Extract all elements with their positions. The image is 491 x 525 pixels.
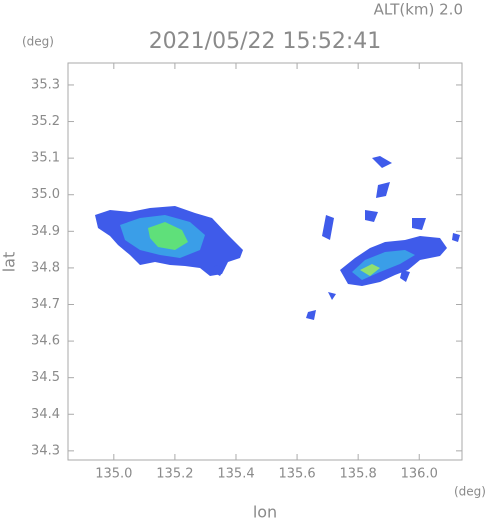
y-tick-label: 34.9 (31, 224, 60, 239)
x-tick-label: 135.0 (95, 467, 132, 482)
y-tick-label: 35.3 (31, 77, 60, 92)
y-tick-label: 35.1 (31, 151, 60, 166)
y-tick-label: 34.8 (31, 260, 60, 275)
x-unit: (deg) (454, 485, 486, 499)
x-tick-label: 135.2 (156, 467, 193, 482)
chart-title: 2021/05/22 15:52:41 (149, 29, 382, 54)
plot-frame (67, 62, 463, 461)
x-tick-label: 135.4 (217, 467, 254, 482)
y-tick-label: 35.0 (31, 187, 60, 202)
y-tick-label: 34.3 (31, 443, 60, 458)
echo-regions (95, 156, 460, 320)
y-tick-label: 34.7 (31, 297, 60, 312)
x-axis-label: lon (253, 503, 277, 522)
x-tick-label: 135.8 (340, 467, 377, 482)
echo-region (360, 264, 380, 276)
y-tick-label: 35.2 (31, 114, 60, 129)
echo-region (148, 222, 188, 250)
y-tick-label: 34.4 (31, 407, 60, 422)
y-axis-label: lat (0, 252, 19, 273)
x-tick-label: 136.0 (401, 467, 438, 482)
y-tick-label: 34.5 (31, 370, 60, 385)
altitude-label: ALT(km) 2.0 (374, 1, 463, 19)
x-tick-label: 135.6 (278, 467, 315, 482)
y-tick-label: 34.6 (31, 334, 60, 349)
y-unit: (deg) (22, 35, 54, 49)
